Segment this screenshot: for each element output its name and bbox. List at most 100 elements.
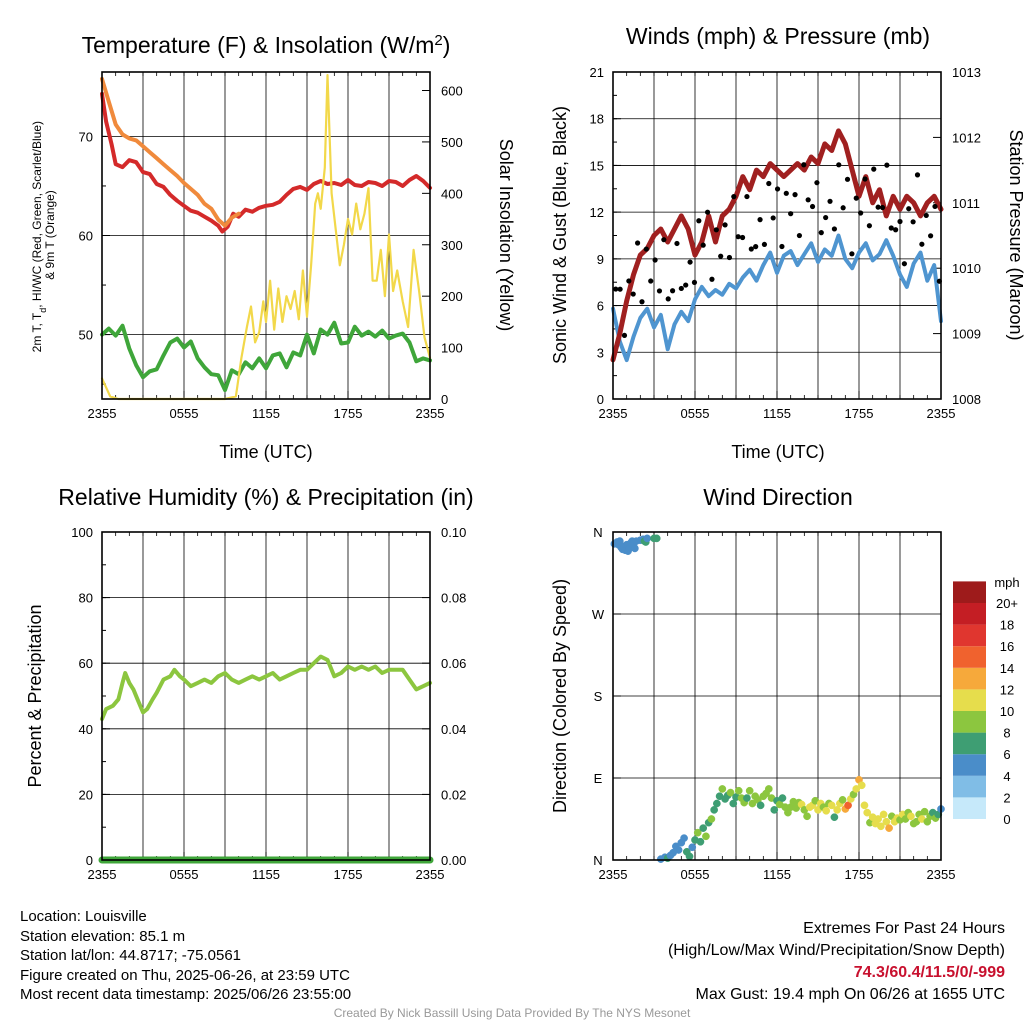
- gust-point: [635, 240, 641, 246]
- gust-point: [844, 176, 851, 182]
- gust-point: [923, 212, 929, 219]
- gust-point: [770, 215, 776, 221]
- dir-ytick-label: W: [592, 607, 605, 622]
- gust-point: [757, 217, 763, 223]
- temp-ytick-right-label: 200: [441, 289, 463, 304]
- colorbar-swatch: [953, 754, 986, 776]
- gust-point: [704, 209, 711, 215]
- rh-ytick-left-label: 60: [79, 656, 93, 671]
- gust-point: [897, 218, 903, 225]
- gust-point: [744, 193, 750, 200]
- gust-point: [774, 186, 781, 192]
- gust-point: [792, 192, 798, 198]
- rh-ytick-right-label: 0.02: [441, 787, 466, 802]
- temp-ytick-left-label: 50: [79, 328, 93, 343]
- direction-point: [764, 785, 773, 793]
- figure-created: Figure created on Thu, 2025-06-26, at 23…: [20, 966, 350, 984]
- gust-point: [801, 162, 807, 168]
- rh-xtick-label: 0555: [170, 867, 199, 882]
- wind-ytick-left-label: 21: [590, 65, 604, 80]
- gust-point: [731, 194, 737, 200]
- temp-xtick-label: 1155: [252, 406, 280, 421]
- gust-point: [893, 227, 899, 233]
- gust-point: [656, 288, 663, 294]
- direction-point: [803, 812, 811, 821]
- gust-point: [678, 285, 684, 292]
- gust-point: [639, 299, 645, 305]
- extremes-legend: (High/Low/Max Wind/Precipitation/Snow De…: [667, 942, 1005, 959]
- gust-point: [713, 227, 719, 233]
- direction-point: [743, 794, 751, 802]
- direction-point: [726, 788, 735, 797]
- temp-xtick-label: 1755: [334, 406, 363, 421]
- gust-point: [718, 253, 724, 259]
- wind-series-line: [610, 128, 944, 363]
- colorbar-label: 16: [1000, 639, 1014, 654]
- wind-ylabel-right: Station Pressure (Maroon): [1006, 129, 1024, 340]
- direction-point: [907, 812, 915, 821]
- gust-point: [919, 241, 925, 247]
- direction-point: [713, 799, 721, 808]
- colorbar-swatch: [953, 689, 986, 711]
- gust-point: [753, 244, 759, 250]
- wind-ylabel-left: Sonic Wind & Gust (Blue, Black): [550, 106, 570, 364]
- colorbar-label: 8: [1003, 726, 1010, 741]
- direction-point: [874, 815, 882, 823]
- wind-ytick-left-label: 18: [590, 112, 604, 127]
- gust-point: [788, 211, 794, 217]
- gust-point: [866, 223, 872, 229]
- gust-point: [652, 257, 658, 263]
- gust-point: [783, 190, 789, 196]
- direction-point: [643, 534, 652, 543]
- gust-point: [809, 203, 816, 210]
- dir-frame: [612, 531, 942, 861]
- temp-xtick-label: 2355: [416, 406, 445, 421]
- direction-point: [833, 806, 841, 814]
- dir-chart-title: Wind Direction: [703, 484, 853, 510]
- rh-ytick-left-label: 0: [86, 853, 93, 868]
- gust-point: [901, 261, 907, 267]
- rh-chart-title: Relative Humidity (%) & Precipitation (i…: [58, 484, 473, 510]
- gust-point: [805, 197, 811, 203]
- direction-point: [718, 785, 727, 793]
- recent-timestamp: Most recent data timestamp: 2025/06/26 2…: [20, 986, 352, 1003]
- direction-point: [748, 799, 757, 808]
- rh-ytick-right-label: 0.04: [441, 722, 466, 737]
- gust-point: [665, 296, 671, 302]
- direction-point: [830, 813, 839, 822]
- direction-point: [680, 834, 688, 842]
- gust-point: [669, 288, 676, 294]
- wind-xtick-label: 2355: [599, 406, 628, 421]
- colorbar-swatch: [953, 646, 986, 668]
- direction-point: [844, 801, 852, 810]
- temp-ytick-right-label: 400: [441, 186, 463, 201]
- extremes-values: 74.3/60.4/11.5/0/-999: [853, 964, 1005, 981]
- gust-point: [928, 233, 934, 239]
- wind-chart-title: Winds (mph) & Pressure (mb): [626, 23, 930, 49]
- direction-point: [852, 785, 861, 793]
- wind-series-line: [611, 233, 943, 363]
- wind-ytick-right-label: 1011: [952, 196, 980, 211]
- rh-frame: [101, 531, 431, 861]
- rh-xtick-label: 2355: [416, 867, 445, 882]
- gust-point: [739, 234, 746, 241]
- gust-point: [726, 254, 733, 261]
- gust-point: [888, 225, 894, 231]
- wind-ytick-right-label: 1009: [952, 327, 981, 342]
- colorbar-label: 18: [1000, 618, 1014, 633]
- gust-point: [613, 286, 619, 292]
- credit-line: Created By Nick Bassill Using Data Provi…: [333, 1006, 691, 1020]
- gust-point: [840, 205, 846, 211]
- dir-ytick-label: E: [594, 771, 603, 786]
- direction-point: [745, 786, 754, 795]
- direction-point: [838, 796, 847, 804]
- colorbar-swatch: [953, 775, 986, 798]
- colorbar-label: 12: [1000, 682, 1014, 697]
- gust-point: [836, 162, 842, 168]
- temp-series-line: [100, 74, 432, 401]
- wind-ytick-right-label: 1013: [952, 65, 981, 80]
- colorbar-swatch: [953, 581, 986, 603]
- wind-frame: [612, 71, 942, 400]
- direction-point: [702, 832, 710, 841]
- gust-point: [779, 243, 785, 250]
